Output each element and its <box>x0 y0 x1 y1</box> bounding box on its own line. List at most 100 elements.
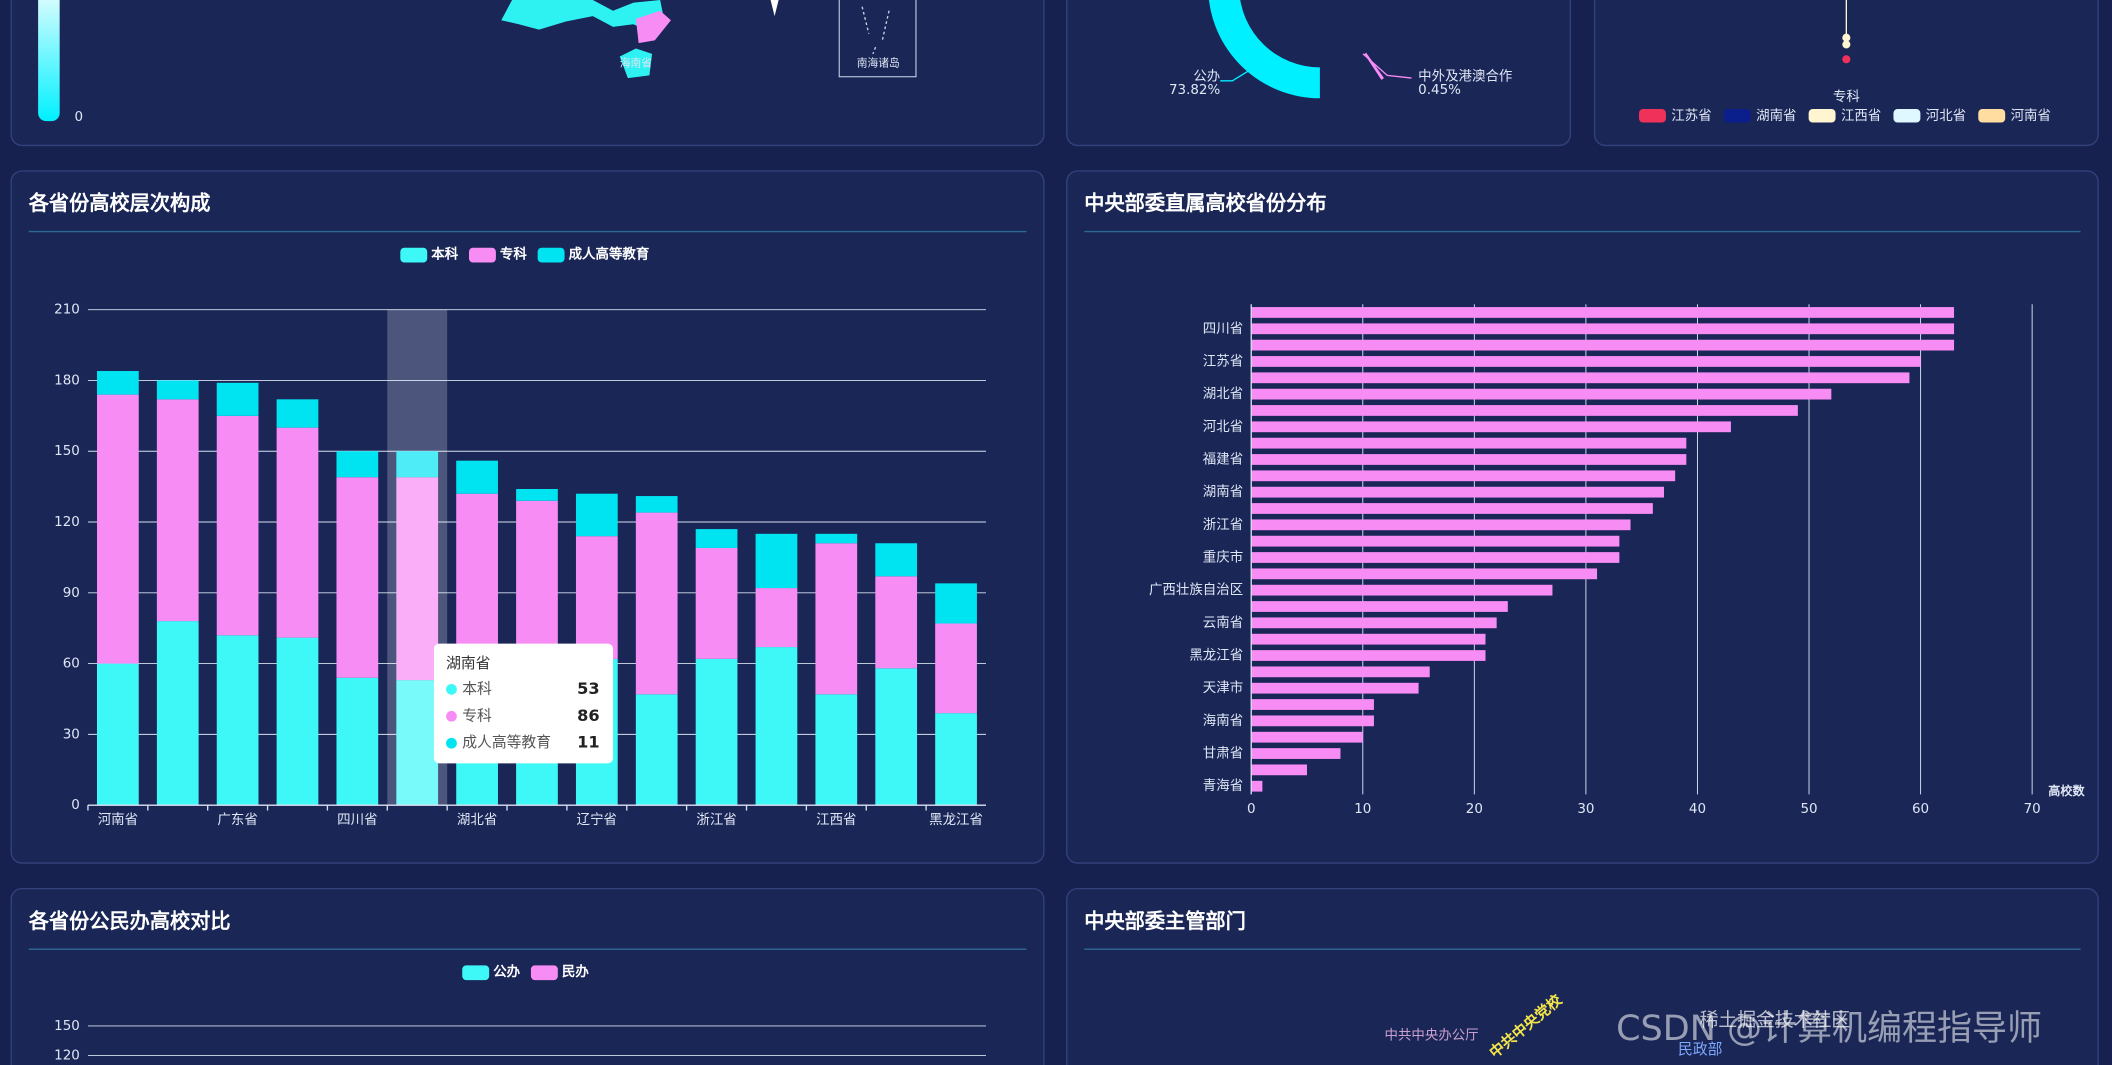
bar-segment <box>935 713 977 806</box>
legend: 江苏省 湖南省 江西省 河北省 河南省 <box>1638 108 2051 124</box>
bar <box>1251 633 1486 645</box>
decoration <box>1842 40 1851 49</box>
x-tick-label: 0 <box>1247 802 1256 817</box>
x-tick-label: 30 <box>1577 802 1594 817</box>
bar <box>1251 356 1921 367</box>
bar-segment <box>695 658 738 806</box>
legend-label: 本科 <box>431 245 458 262</box>
bar <box>1251 470 1676 482</box>
bar-segment <box>516 488 558 501</box>
leader-line <box>1362 53 1412 79</box>
legend-label: 河北省 <box>1926 108 1966 124</box>
x-tick-label: 浙江省 <box>696 812 736 828</box>
y-tick-label: 0 <box>71 798 80 813</box>
bar <box>1251 339 1955 351</box>
bar <box>1251 568 1598 580</box>
y-tick-label: 青海省 <box>1203 778 1243 794</box>
bar <box>1251 405 1798 416</box>
panel-title: 各省份公民办高校对比 <box>28 909 231 933</box>
y-tick-label: 150 <box>54 444 80 459</box>
bar-segment <box>396 477 439 681</box>
legend-swatch <box>1808 109 1836 123</box>
tooltip-name: 专科 <box>462 707 492 724</box>
bar-segment <box>216 382 259 416</box>
y-tick-label: 180 <box>54 373 80 388</box>
panel <box>10 887 1045 1065</box>
bar-segment <box>336 677 379 806</box>
x-tick-label: 广东省 <box>217 812 257 828</box>
legend-swatch <box>1893 109 1921 123</box>
legend-swatch <box>400 247 428 263</box>
y-tick-label: 210 <box>54 303 80 318</box>
y-tick-label: 浙江省 <box>1203 517 1243 533</box>
legend-label: 专科 <box>500 245 527 262</box>
decoration <box>1842 55 1851 64</box>
bar <box>1251 323 1955 335</box>
legend-label: 民办 <box>562 963 589 980</box>
tooltip-name: 本科 <box>462 680 492 697</box>
bar-segment <box>695 529 738 548</box>
y-tick-label: 云南省 <box>1203 615 1243 631</box>
bar-segment <box>97 394 139 664</box>
x-tick-label: 70 <box>2024 802 2041 817</box>
pie-label: 公办 <box>1193 69 1220 85</box>
bar-segment <box>97 371 139 395</box>
watermark: CSDN @计算机编程指导师 <box>1616 1009 2042 1049</box>
x-tick-label: 10 <box>1354 802 1371 817</box>
bar-segment <box>216 415 259 636</box>
legend-swatch <box>462 965 490 981</box>
bar-segment <box>815 533 858 544</box>
bar-segment <box>156 621 199 806</box>
bar <box>1251 780 1263 792</box>
map-label: 海南省 <box>620 56 653 69</box>
panel <box>1593 0 2099 147</box>
panel-title: 各省份高校层次构成 <box>28 191 211 215</box>
bar <box>1251 715 1374 727</box>
bar <box>1251 731 1363 743</box>
bar <box>1251 454 1687 465</box>
bar-segment <box>97 663 139 806</box>
bar-segment <box>755 533 798 589</box>
legend-swatch <box>1638 109 1666 123</box>
hover-highlight <box>396 477 439 681</box>
bar-segment <box>575 493 618 537</box>
bar <box>1251 617 1497 629</box>
x-tick-label: 湖北省 <box>457 812 497 828</box>
bar <box>1251 388 1832 400</box>
panel <box>1066 887 2099 1065</box>
bar <box>1251 601 1508 612</box>
y-tick-label: 湖南省 <box>1203 484 1243 500</box>
bar <box>1251 682 1419 694</box>
bar <box>1251 584 1553 596</box>
visual-map-bar <box>38 0 60 122</box>
bar <box>1251 486 1664 498</box>
decoration <box>1842 33 1851 42</box>
bar <box>1251 421 1731 433</box>
bar-segment <box>695 547 738 659</box>
pie-value: 73.82% <box>1169 83 1221 98</box>
pie-value: 0.45% <box>1418 83 1461 98</box>
bar-segment <box>156 380 199 400</box>
panel <box>10 0 1045 147</box>
tooltip-dot <box>446 710 457 722</box>
x-tick-label: 60 <box>1912 802 1929 817</box>
bar <box>1251 437 1687 449</box>
watermark: 稀土掘金技术社区 <box>1700 1009 1851 1031</box>
legend-label: 河南省 <box>2011 108 2051 124</box>
bar <box>1251 748 1341 759</box>
tooltip-box <box>433 643 614 764</box>
map-region <box>501 0 663 30</box>
bar-segment <box>456 460 498 494</box>
bar-segment <box>575 536 618 659</box>
tooltip-dot <box>446 683 457 695</box>
y-tick-label: 重庆市 <box>1203 548 1243 565</box>
legend-swatch <box>1723 109 1751 123</box>
y-tick-label: 湖北省 <box>1203 386 1243 402</box>
x-tick-label: 辽宁省 <box>577 811 617 828</box>
visual-map-min: 0 <box>74 110 83 125</box>
bar <box>1251 666 1430 678</box>
panel-title: 中央部委直属高校省份分布 <box>1084 191 1326 215</box>
y-tick-label: 海南省 <box>1203 713 1243 729</box>
x-tick-label: 黑龙江省 <box>929 812 983 828</box>
